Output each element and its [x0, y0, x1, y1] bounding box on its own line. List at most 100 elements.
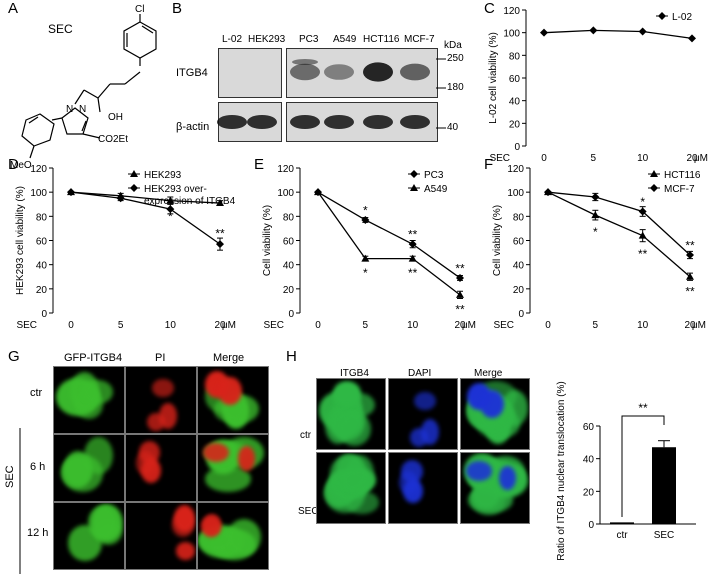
diamond-marker: [591, 193, 600, 201]
triangle-marker: [591, 211, 600, 219]
cell-blob: [409, 428, 428, 447]
diamond-marker: [589, 26, 598, 35]
pyrazole-n1-label: N: [66, 104, 73, 115]
cell-blob: [62, 455, 103, 493]
y-tick-label: 20: [36, 285, 48, 296]
series-line: [70, 191, 221, 204]
cell-blob: [203, 442, 230, 462]
diamond-marker: [408, 240, 417, 249]
blot-itgb4-left: [218, 48, 282, 98]
significance-label: *: [363, 266, 368, 280]
x-tick-label: 20: [454, 320, 466, 331]
cell-blob: [499, 465, 517, 490]
triangle-marker: [686, 272, 694, 280]
significance-label: *: [640, 195, 645, 209]
ester-label: CO2Et: [98, 134, 128, 145]
x-tick-label: 0: [545, 320, 551, 331]
lane-label: L-02: [222, 34, 243, 45]
h-row-label: SEC: [298, 506, 319, 517]
x-tick-label: 10: [407, 320, 419, 331]
diamond-marker: [130, 184, 138, 192]
x-tick-label: 10: [165, 320, 177, 331]
significance-label: **: [685, 238, 695, 252]
y-tick-label: 0: [588, 520, 594, 531]
y-tick-label: 120: [30, 164, 47, 175]
panel-e-label: E: [254, 156, 265, 173]
x-tick-label: 5: [363, 320, 369, 331]
diamond-marker: [638, 27, 647, 36]
micrograph-tile: [197, 366, 269, 434]
diamond-marker: [688, 34, 696, 43]
diamond-marker: [650, 184, 658, 192]
y-tick-label: 120: [277, 164, 294, 175]
g-row-label: 6 h: [30, 461, 46, 473]
cell-blob: [345, 491, 379, 514]
h-col-label: ITGB4: [340, 368, 369, 379]
cell-blob: [175, 542, 196, 561]
series-line: [317, 191, 461, 296]
x-tick-label: 0: [68, 320, 74, 331]
micrograph-tile: [460, 378, 530, 450]
y-tick-label: 40: [509, 97, 521, 108]
x-tick-label: 5: [118, 320, 124, 331]
y-tick-label: 40: [283, 261, 295, 272]
cell-blob: [81, 379, 114, 404]
significance-label: *: [363, 203, 368, 217]
cell-blob: [480, 389, 504, 418]
panel-b-label: B: [172, 0, 183, 17]
legend-label: HEK293: [144, 170, 182, 181]
y-tick-label: 20: [583, 487, 595, 498]
legend-label: PC3: [424, 170, 444, 181]
diamond-marker: [67, 188, 75, 197]
g-row-label: ctr: [30, 387, 43, 399]
x-tick-label: SEC: [654, 530, 675, 541]
significance-label: **: [455, 302, 465, 316]
chart-F: 0 20 40 60 80 100 120 Cell viability (%) SEC 0 5 10…: [492, 164, 706, 331]
h-row-label: ctr: [300, 430, 312, 441]
panel-g-label: G: [8, 348, 20, 365]
g-col-label: PI: [155, 352, 166, 364]
panel-d-label: D: [8, 156, 19, 173]
cell-blob: [151, 378, 174, 398]
micrograph-tile: [460, 452, 530, 524]
cell-blob: [333, 380, 361, 406]
diamond-marker: [658, 12, 666, 20]
cell-blob: [237, 446, 255, 471]
pyrazole-n2-label: N: [79, 104, 86, 115]
significance-label: **: [685, 284, 695, 298]
x-tick-label: 20: [686, 153, 698, 164]
y-tick-label: 80: [509, 51, 521, 62]
micrograph-tile: [125, 366, 197, 434]
triangle-marker: [456, 290, 464, 298]
y-tick-label: 60: [283, 237, 295, 248]
cell-blob: [330, 410, 365, 441]
cell-blob: [398, 471, 418, 495]
y-tick-label: 20: [283, 285, 295, 296]
x-tick-label: 20: [684, 320, 696, 331]
chart-E: 0 20 40 60 80 100 120 Cell viability (%) SEC 0 5 10…: [262, 164, 476, 331]
g-row-label: 12 h: [27, 527, 49, 539]
bar: [652, 447, 676, 524]
row-label-actin: β-actin: [176, 121, 210, 133]
cell-blob: [472, 480, 500, 510]
significance-label: *: [593, 225, 598, 239]
diamond-marker: [166, 205, 175, 214]
x-tick-label: 10: [637, 320, 649, 331]
lane-label: HCT116: [363, 34, 400, 45]
x-prefix-label: SEC: [489, 153, 510, 164]
y-tick-label: 100: [277, 188, 294, 199]
marker-180: 180: [447, 82, 464, 93]
x-tick-label: ctr: [616, 530, 628, 541]
cell-blob: [87, 506, 117, 539]
y-tick-label: 60: [513, 237, 525, 248]
y-axis-label: L-02 cell viability (%): [488, 32, 499, 124]
x-unit-label: μM: [222, 320, 236, 331]
significance-bracket: [621, 415, 665, 517]
y-tick-label: 80: [283, 212, 295, 223]
triangle-marker: [650, 170, 658, 177]
y-tick-label: 40: [513, 261, 525, 272]
diamond-marker: [410, 170, 418, 178]
diamond-marker: [216, 240, 224, 249]
triangle-marker: [408, 254, 417, 262]
cell-blob: [413, 391, 436, 411]
